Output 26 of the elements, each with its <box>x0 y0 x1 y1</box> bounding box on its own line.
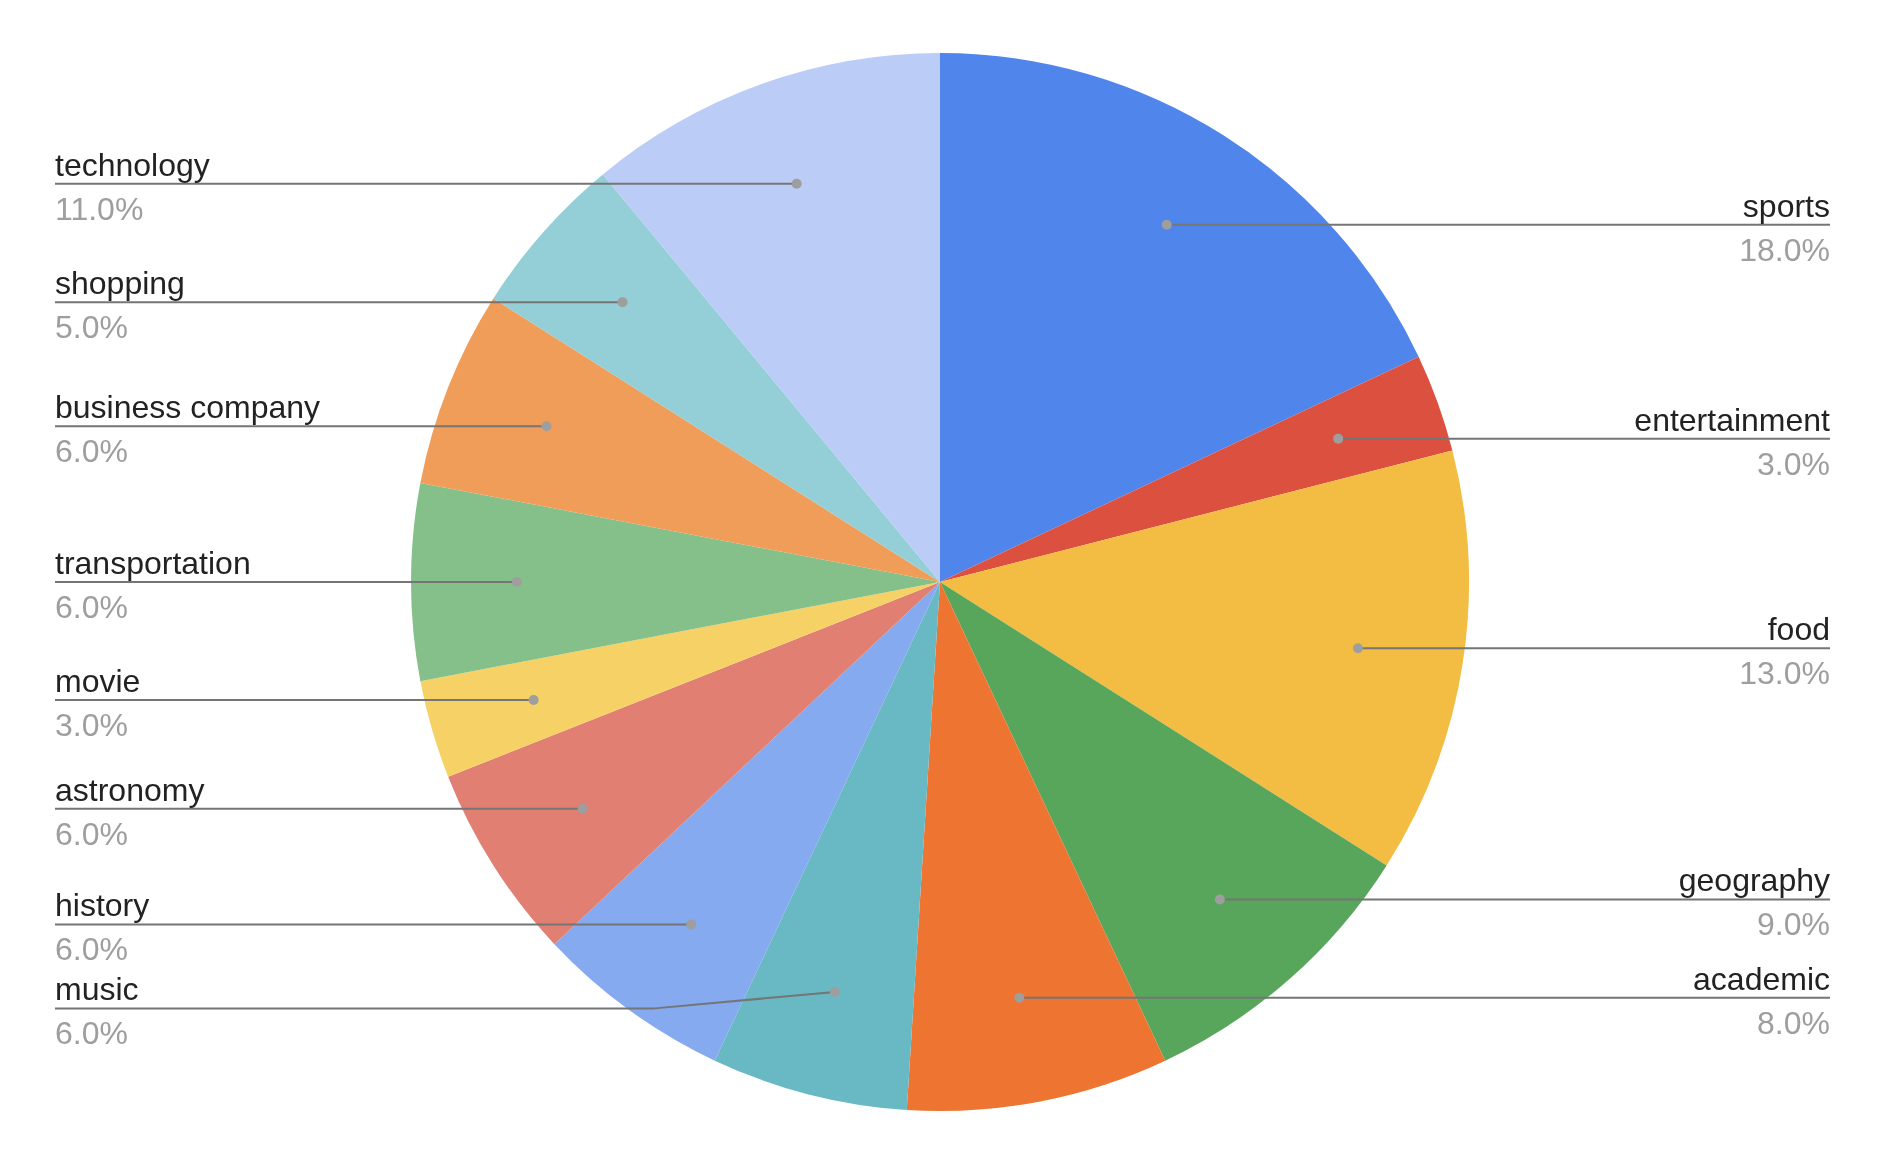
data-label: 6.0% <box>55 931 128 968</box>
data-label: 3.0% <box>1757 445 1830 482</box>
slice-label: academic <box>1693 960 1830 997</box>
data-label: 6.0% <box>55 433 128 470</box>
data-label: 6.0% <box>55 815 128 852</box>
slice-label: shopping <box>55 265 185 302</box>
slice-label: sports <box>1742 187 1830 224</box>
data-label: 8.0% <box>1757 1004 1830 1041</box>
slice-label: geography <box>1678 862 1830 899</box>
slice-label: technology <box>55 146 210 183</box>
data-label: 18.0% <box>1739 231 1830 268</box>
data-label: 9.0% <box>1757 906 1830 943</box>
data-label: 6.0% <box>55 589 128 625</box>
data-label: 6.0% <box>55 1015 128 1052</box>
slice-label: entertainment <box>1634 401 1831 438</box>
slice-label: food <box>1767 611 1830 648</box>
slice-label: movie <box>55 663 141 700</box>
data-label: 5.0% <box>55 309 128 346</box>
slice-label: music <box>55 971 139 1008</box>
data-label: 11.0% <box>55 190 144 227</box>
data-label: 13.0% <box>1739 655 1830 692</box>
slice-label: astronomy <box>55 771 205 808</box>
data-label: 3.0% <box>55 707 128 744</box>
slice-label: transportation <box>55 545 251 581</box>
slice-label: business company <box>55 389 321 426</box>
slice-label: history <box>55 887 150 924</box>
